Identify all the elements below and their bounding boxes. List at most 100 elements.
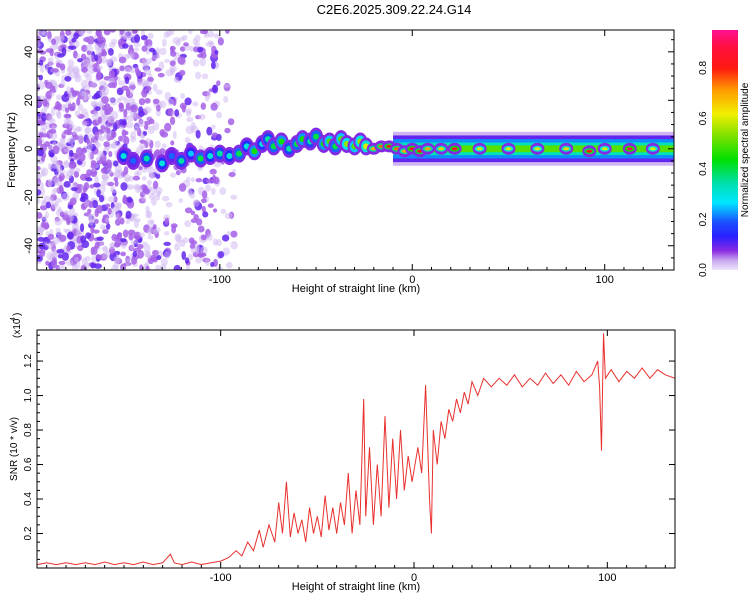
- y-tick-label: 40: [23, 46, 35, 58]
- noise-mark: [195, 178, 203, 183]
- noise-mark: [164, 251, 171, 259]
- noise-mark: [136, 81, 145, 86]
- noise-mark: [139, 139, 146, 144]
- noise-mark: [37, 137, 43, 146]
- noise-mark: [108, 82, 116, 89]
- noise-mark: [63, 210, 70, 216]
- noise-mark: [149, 47, 156, 53]
- noise-mark: [125, 219, 131, 225]
- noise-mark: [40, 108, 48, 114]
- noise-mark: [37, 95, 45, 101]
- noise-mark: [47, 30, 52, 40]
- noise-mark: [133, 234, 141, 239]
- noise-mark: [55, 227, 61, 233]
- noise-mark: [50, 107, 56, 117]
- noise-mark: [185, 125, 194, 135]
- noise-mark: [164, 91, 172, 101]
- noise-mark: [122, 194, 128, 204]
- noise-mark: [87, 133, 95, 140]
- noise-mark: [107, 207, 112, 215]
- noise-mark: [138, 106, 144, 114]
- noise-mark: [155, 186, 163, 195]
- noise-mark: [217, 37, 224, 46]
- noise-mark: [199, 252, 207, 257]
- noise-mark: [206, 126, 213, 136]
- noise-mark: [63, 180, 71, 188]
- y-tick-label: 0.2: [23, 526, 34, 540]
- noise-mark: [189, 243, 196, 249]
- noise-mark: [200, 234, 207, 241]
- noise-mark: [164, 217, 170, 225]
- noise-mark: [97, 150, 105, 158]
- noise-mark: [145, 265, 150, 270]
- noise-mark: [205, 184, 211, 192]
- noise-mark: [126, 196, 133, 203]
- noise-mark: [133, 122, 141, 129]
- noise-mark: [119, 124, 124, 130]
- noise-mark: [37, 211, 43, 219]
- noise-mark: [146, 81, 153, 86]
- noise-mark: [95, 48, 101, 56]
- noise-mark: [195, 247, 200, 255]
- noise-mark: [55, 231, 63, 236]
- colorbar-tick-label: 0.6: [698, 111, 709, 125]
- noise-mark: [68, 149, 74, 157]
- noise-mark: [62, 161, 71, 169]
- noise-mark: [189, 191, 196, 199]
- noise-mark: [113, 160, 119, 167]
- ridge-mark: [582, 145, 597, 158]
- noise-mark: [172, 130, 177, 140]
- noise-mark: [145, 58, 152, 65]
- noise-mark: [65, 113, 72, 119]
- noise-mark: [62, 123, 71, 129]
- spectrogram-ticks: -100 0 100 40 20 0 -20 -40: [23, 30, 674, 286]
- noise-mark: [37, 148, 44, 157]
- noise-mark: [113, 176, 119, 182]
- noise-mark: [37, 81, 46, 90]
- noise-mark: [225, 261, 233, 269]
- noise-mark: [85, 73, 92, 82]
- noise-mark: [96, 236, 104, 241]
- noise-mark: [50, 241, 57, 246]
- noise-mark: [174, 109, 180, 117]
- noise-mark: [141, 88, 148, 98]
- noise-mark: [207, 30, 215, 38]
- y-tick-label: -20: [23, 189, 35, 205]
- noise-mark: [209, 168, 217, 175]
- noise-mark: [99, 224, 106, 230]
- noise-mark: [86, 30, 93, 35]
- noise-mark: [212, 238, 218, 246]
- noise-mark: [48, 129, 57, 134]
- noise-mark: [71, 187, 78, 192]
- x-tick-label: -100: [209, 274, 231, 286]
- noise-mark: [148, 225, 153, 234]
- noise-mark: [226, 231, 231, 236]
- noise-mark: [108, 115, 116, 124]
- noise-mark: [131, 256, 138, 265]
- spectrogram-panel: -100 0 100 40 20 0 -20 -40 Height of straight l…: [6, 29, 675, 295]
- noise-mark: [95, 72, 102, 81]
- noise-mark: [84, 93, 93, 100]
- noise-mark: [101, 172, 108, 181]
- noise-mark: [67, 59, 75, 67]
- noise-mark: [66, 138, 75, 145]
- noise-mark: [57, 35, 65, 42]
- noise-mark: [175, 170, 181, 176]
- noise-mark: [138, 98, 146, 106]
- noise-mark: [178, 198, 184, 203]
- ridge-mark: [139, 149, 154, 168]
- ridge-mark: [434, 142, 449, 155]
- noise-mark: [139, 264, 144, 270]
- noise-mark: [169, 172, 177, 178]
- noise-mark: [48, 114, 54, 123]
- noise-mark: [79, 30, 85, 37]
- ridge-mark: [501, 142, 516, 155]
- noise-mark: [146, 210, 153, 219]
- noise-mark: [101, 42, 108, 50]
- noise-mark: [91, 167, 96, 172]
- noise-mark: [42, 98, 48, 107]
- ridge-mark: [447, 142, 462, 155]
- noise-mark: [161, 38, 167, 47]
- ridge-mark: [597, 142, 612, 155]
- y-tick-label: -40: [23, 238, 35, 254]
